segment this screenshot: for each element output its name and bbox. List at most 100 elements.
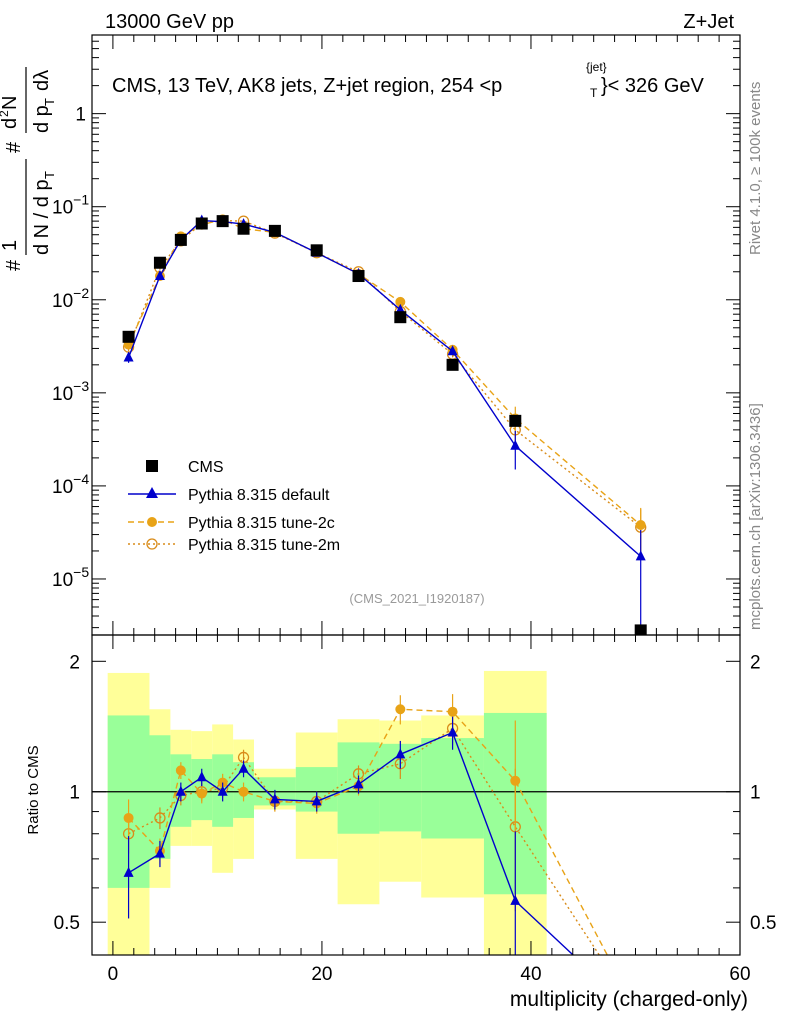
main-point-cms <box>509 414 522 427</box>
ratio-point-default <box>353 778 364 789</box>
ratio-ytick-label-right: 0.5 <box>750 913 776 934</box>
ratio-point-tune2c <box>175 765 186 776</box>
ratio-point-default <box>447 726 458 737</box>
main-ytick-label: 10−4 <box>52 471 89 498</box>
main-title-sup: {jet} <box>586 60 607 74</box>
ratio-ytick-label: 1 <box>69 783 80 804</box>
legend-default-label: Pythia 8.315 default <box>188 487 330 504</box>
main-title-tail: }< 326 GeV <box>601 75 705 97</box>
ratio-panel-frame <box>91 634 741 956</box>
ratio-point-default <box>175 785 186 796</box>
main-ytick-base: 10 <box>52 198 73 219</box>
main-ytick-exp: −2 <box>73 285 89 301</box>
ratio-point-default <box>395 748 406 759</box>
ylabel-dpt: d p <box>31 105 53 133</box>
ratio-point-tune2c <box>123 812 134 823</box>
main-title: CMS, 13 TeV, AK8 jets, Z+jet region, 254… <box>112 75 502 97</box>
ratio-ytick-label-right: 1 <box>750 783 761 804</box>
ratio-point-tune2c <box>238 786 249 797</box>
main-point-cms <box>446 358 459 371</box>
main-panel-axes: 10−510−410−310−210−11 <box>52 34 741 635</box>
ratio-band-green <box>421 738 484 839</box>
main-ytick-base: 10 <box>52 477 73 498</box>
ratio-point-tune2m <box>154 812 166 824</box>
main-point-default <box>123 351 134 362</box>
main-point-cms <box>237 222 250 235</box>
main-point-cms <box>634 624 647 635</box>
main-point-cms <box>268 224 281 237</box>
mcplots-label: mcplots.cern.ch [arXiv:1306.3436] <box>747 403 764 630</box>
ylabel-N: N <box>0 96 21 110</box>
analysis-watermark: (CMS_2021_I1920187) <box>349 591 484 606</box>
legend: CMS Pythia 8.315 default Pythia 8.315 tu… <box>128 459 340 554</box>
main-point-cms <box>122 330 135 343</box>
main-title-text: CMS, 13 TeV, AK8 jets, Z+jet region, 254… <box>112 75 502 97</box>
main-title-sub: T <box>590 86 598 100</box>
legend-tune2c-label: Pythia 8.315 tune-2c <box>188 515 335 532</box>
header-right: Z+Jet <box>683 11 734 33</box>
legend-tune2m-label: Pythia 8.315 tune-2m <box>188 537 340 554</box>
ylabel-hash-2: # <box>3 141 25 153</box>
legend-default-marker <box>146 487 158 498</box>
ratio-xtick-label: 20 <box>311 964 332 985</box>
main-point-cms <box>153 256 166 269</box>
ylabel-one: 1 <box>0 240 21 251</box>
ratio-point-default <box>238 762 249 773</box>
ratio-band-green <box>149 735 171 859</box>
legend-tune2m-marker <box>146 538 158 550</box>
main-point-tune2c <box>635 520 646 531</box>
ratio-point-default <box>311 795 322 806</box>
ratio-ytick-label: 2 <box>69 652 80 673</box>
ratio-ylabel: Ratio to CMS <box>25 745 42 834</box>
main-point-default <box>635 550 646 561</box>
ratio-point-default <box>196 771 207 782</box>
ratio-point-default <box>510 894 521 905</box>
ratio-point-default <box>154 847 165 858</box>
main-ytick-exp: −1 <box>73 192 89 208</box>
rivet-version-label: Rivet 4.1.0, ≥ 100k events <box>747 82 764 255</box>
main-point-tune2c <box>395 296 406 307</box>
main-point-default <box>510 439 521 450</box>
ratio-point-tune2c <box>510 775 521 786</box>
legend-tune2c-marker <box>147 517 157 527</box>
ratio-panel-series <box>122 694 609 955</box>
header-left: 13000 GeV pp <box>105 11 234 33</box>
ylabel-dN: d N / d p <box>31 179 53 255</box>
ratio-point-tune2c <box>196 788 207 799</box>
main-ytick-label: 1 <box>75 105 86 126</box>
ratio-point-default <box>123 866 134 877</box>
main-point-cms <box>310 244 323 257</box>
main-ytick-exp: −4 <box>73 471 89 487</box>
ylabel-hash-1: # <box>3 259 25 271</box>
main-ytick-label: 10−5 <box>52 564 89 591</box>
ratio-point-tune2c <box>447 706 458 717</box>
main-point-cms <box>394 311 407 324</box>
main-ytick-base: 10 <box>52 570 73 591</box>
ratio-xtick-label: 40 <box>520 964 541 985</box>
main-point-default <box>154 270 165 281</box>
ratio-panel-bands <box>92 670 740 955</box>
ratio-xtick-label: 60 <box>729 964 750 985</box>
main-panel-series <box>122 214 647 635</box>
main-line-default <box>127 219 642 557</box>
ratio-panel-axes: 0 20 40 60 0.5 0.5 1 1 2 2 <box>54 635 776 985</box>
main-ylabel: # 1 d N / d p T # d 2 N d p T dλ <box>0 67 57 271</box>
main-line-tune2c <box>127 218 642 526</box>
ratio-ytick-label: 0.5 <box>54 913 80 934</box>
main-point-cms <box>352 270 365 283</box>
ylabel-dN-sub: T <box>42 171 57 179</box>
ratio-point-default <box>217 785 228 796</box>
ylabel-dpt-sub: T <box>42 98 57 106</box>
ratio-point-default <box>269 793 280 804</box>
main-point-cms <box>195 217 208 230</box>
main-line-tune2m <box>127 219 642 528</box>
main-ytick-label: 10−1 <box>52 192 89 219</box>
main-ytick-base: 10 <box>52 291 73 312</box>
ratio-point-tune2c <box>395 704 406 715</box>
main-point-cms <box>216 215 229 228</box>
main-point-cms <box>174 233 187 246</box>
main-ytick-exp: −5 <box>73 564 89 580</box>
ylabel-dlambda: dλ <box>31 70 53 91</box>
ylabel-d2N-sup: 2 <box>0 110 11 117</box>
